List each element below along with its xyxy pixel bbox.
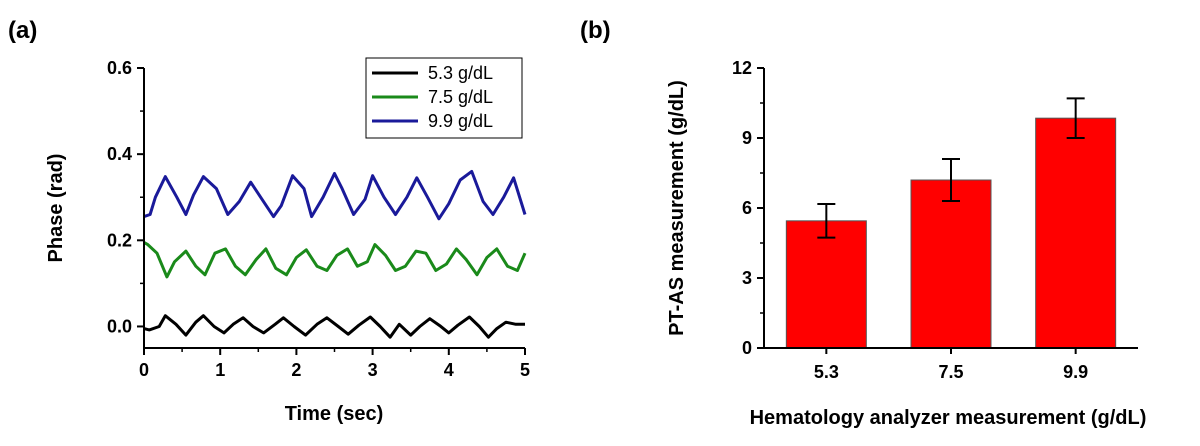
panel-b-x-axis-title: Hematology analyzer measurement (g/dL) [750, 407, 1147, 429]
x-tick-label: 7.5 [938, 362, 963, 382]
panel-b: (b) 0 3 6 9 12 5.3 7.5 9.9 Hematology analyzer… [580, 17, 1146, 429]
panel-a-label: (a) [8, 17, 37, 44]
x-tick-label: 5.3 [814, 362, 839, 382]
x-tick-label: 1 [215, 360, 225, 380]
x-tick-label: 0 [139, 360, 149, 380]
panel-b-label: (b) [580, 17, 611, 44]
x-tick-label: 4 [444, 360, 454, 380]
bar-9.9 [1035, 117, 1117, 349]
bar-7.5 [910, 179, 992, 349]
series-line-1 [143, 314, 525, 339]
series-line-3 [143, 169, 527, 221]
series-line-2 [143, 241, 527, 279]
y-tick-label: 12 [732, 58, 752, 78]
panel-b-y-axis-title: PT-AS measurement (g/dL) [666, 80, 688, 336]
panel-a-legend: 5.3 g/dL 7.5 g/dL 9.9 g/dL [365, 57, 523, 139]
y-tick-label: 0.2 [107, 230, 132, 250]
y-tick-label: 3 [742, 268, 752, 288]
legend-label-1: 5.3 g/dL [428, 63, 493, 83]
legend-label-2: 7.5 g/dL [428, 87, 493, 107]
panel-a-x-axis-title: Time (sec) [285, 403, 384, 425]
x-tick-label: 5 [520, 360, 530, 380]
panel-a-y-axis-title: Phase (rad) [45, 154, 67, 263]
x-tick-label: 3 [368, 360, 378, 380]
y-tick-label: 0.6 [107, 58, 132, 78]
x-tick-label: 9.9 [1063, 362, 1088, 382]
y-tick-label: 0 [742, 338, 752, 358]
y-tick-label: 0.0 [107, 316, 132, 336]
y-tick-label: 9 [742, 128, 752, 148]
x-tick-label: 2 [291, 360, 301, 380]
y-tick-label: 6 [742, 198, 752, 218]
y-tick-label: 0.4 [107, 144, 132, 164]
panel-a: (a) 0 1 2 3 4 5 0.0 0.2 0.4 0.6 Time (sec) Phase… [8, 17, 530, 425]
bar-5.3 [785, 220, 867, 349]
legend-label-3: 9.9 g/dL [428, 111, 493, 131]
